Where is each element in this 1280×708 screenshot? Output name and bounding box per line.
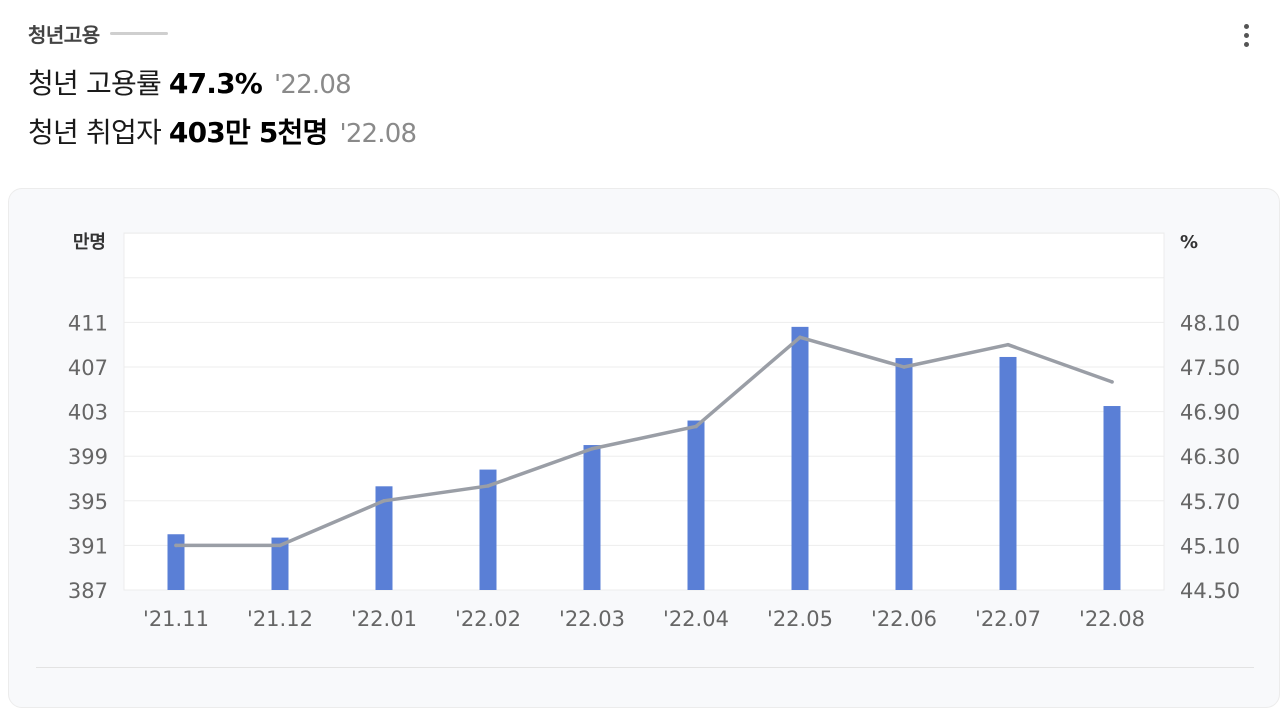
right-tick-label: 46.30	[1180, 445, 1240, 469]
stat-label: 청년 고용률	[28, 67, 162, 100]
bar	[791, 326, 809, 590]
stat-value: 403만 5천명	[168, 116, 328, 149]
right-tick-label: 45.10	[1180, 534, 1240, 558]
left-tick-label: 403	[68, 401, 108, 425]
right-tick-label: 45.70	[1180, 490, 1240, 514]
rate-point	[1110, 380, 1114, 384]
rate-point	[902, 365, 906, 369]
left-tick-label: 395	[68, 490, 108, 514]
right-unit-label: %	[1180, 232, 1198, 253]
rate-point	[382, 499, 386, 503]
stat-date: '22.08	[274, 70, 352, 100]
stat-employment-rate: 청년 고용률 47.3% '22.08	[28, 60, 1268, 109]
bar	[167, 534, 185, 590]
stat-value: 47.3%	[168, 67, 263, 100]
left-unit-label: 만명	[73, 232, 106, 253]
right-tick-label: 47.50	[1180, 356, 1240, 380]
rate-point	[1006, 342, 1010, 347]
category-label: '22.07	[975, 607, 1041, 631]
rate-point	[278, 543, 282, 548]
bar	[375, 486, 393, 590]
bar	[479, 469, 497, 590]
right-tick-label: 46.90	[1180, 401, 1240, 425]
stat-employed-count: 청년 취업자 403만 5천명 '22.08	[28, 109, 1268, 158]
left-tick-label: 399	[68, 445, 108, 469]
category-label: '21.11	[143, 607, 209, 631]
bar	[583, 445, 601, 590]
right-tick-label: 44.50	[1180, 579, 1240, 603]
stat-label: 청년 취업자	[28, 116, 162, 149]
left-tick-label: 391	[68, 534, 108, 558]
card-divider	[36, 667, 1254, 668]
bar	[271, 537, 289, 590]
header: 청년고용 청년 고용률 47.3% '22.08 청년 취업자 403만 5천명 '22…	[28, 18, 1268, 158]
rate-point	[694, 424, 698, 429]
category-label: '21.12	[247, 607, 313, 631]
section-title-row: 청년고용	[28, 18, 1268, 48]
bar	[895, 358, 913, 590]
more-vertical-icon[interactable]	[1238, 24, 1254, 50]
category-label: '22.08	[1079, 607, 1145, 631]
stat-date: '22.08	[339, 119, 417, 149]
category-label: '22.03	[559, 607, 625, 631]
rate-line	[174, 335, 1114, 548]
bar	[999, 356, 1017, 590]
section-title: 청년고용	[28, 22, 100, 47]
left-tick-label: 411	[68, 311, 108, 335]
right-tick-label: 48.10	[1180, 311, 1240, 335]
category-label: '22.04	[663, 607, 729, 631]
title-underline	[109, 31, 168, 35]
left-tick-label: 407	[68, 356, 108, 380]
bar	[1103, 406, 1121, 590]
category-label: '22.02	[455, 607, 521, 631]
category-label: '22.06	[871, 607, 937, 631]
rate-point	[174, 543, 178, 548]
rate-point	[590, 446, 594, 451]
rate-point	[798, 335, 802, 340]
left-tick-label: 387	[68, 579, 108, 603]
category-label: '22.01	[351, 607, 417, 631]
rate-point	[486, 484, 490, 488]
bar	[687, 420, 705, 590]
category-label: '22.05	[767, 607, 833, 631]
